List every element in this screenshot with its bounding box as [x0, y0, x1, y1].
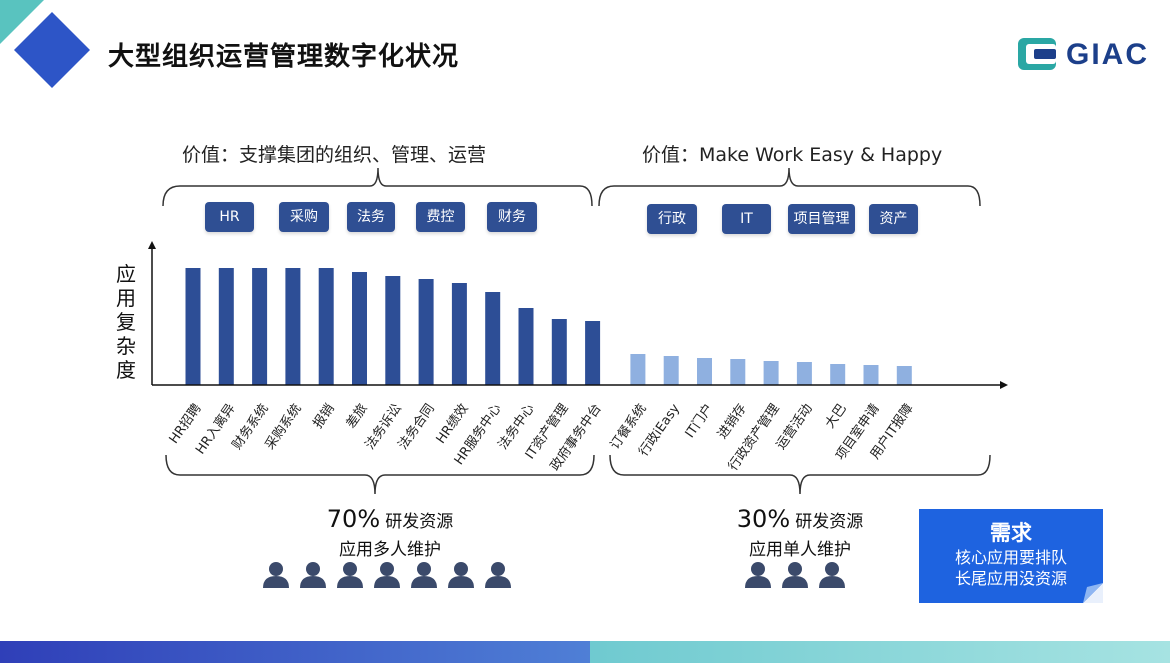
- bar-6: [385, 276, 401, 385]
- tag-procurement: 采购: [279, 202, 329, 232]
- bar-15: [697, 358, 712, 385]
- left-stat: 70% 研发资源: [300, 505, 480, 533]
- right-stat: 30% 研发资源: [710, 505, 890, 533]
- value-right: 价值：Make Work Easy & Happy: [642, 144, 943, 166]
- person-icon: [263, 562, 289, 588]
- bar-2: [252, 268, 268, 385]
- person-icon: [448, 562, 474, 588]
- corner-decoration: [0, 0, 90, 88]
- bar-12: [585, 321, 601, 385]
- bar-18: [796, 362, 812, 385]
- bar-20: [863, 365, 879, 385]
- tag-project: 项目管理: [788, 204, 855, 234]
- value-left: 价值：支撑集团的组织、管理、运营: [182, 144, 487, 166]
- people-group-left: [262, 560, 521, 592]
- footer-bar-right: [590, 641, 1170, 663]
- giac-logo-icon: [1018, 38, 1056, 70]
- person-icon: [300, 562, 326, 588]
- footer-bar-left: [0, 641, 590, 663]
- bar-10: [518, 308, 534, 385]
- left-percent: 70%: [326, 505, 381, 533]
- person-icon: [819, 562, 845, 588]
- x-axis-arrow: [1000, 381, 1008, 389]
- right-percent: 30%: [736, 505, 791, 533]
- need-box: 需求 核心应用要排队 长尾应用没资源: [919, 509, 1103, 603]
- left-maintain-label: 应用多人维护: [339, 540, 441, 560]
- people-group-right: [744, 560, 855, 592]
- person-icon: [374, 562, 400, 588]
- left-resource-label: 研发资源: [385, 512, 454, 532]
- tag-asset: 资产: [869, 204, 918, 234]
- tag-hr: HR: [205, 202, 254, 232]
- bar-16: [730, 359, 746, 385]
- bar-11: [551, 319, 567, 385]
- bar-21: [896, 366, 912, 385]
- tag-admin: 行政: [647, 204, 697, 234]
- bar-19: [830, 364, 846, 385]
- right-resource-label: 研发资源: [795, 512, 864, 532]
- bar-7: [418, 279, 434, 385]
- need-line-1: 核心应用要排队: [954, 548, 1067, 567]
- tag-it: IT: [722, 204, 771, 234]
- tag-legal: 法务: [347, 202, 395, 232]
- person-icon: [782, 562, 808, 588]
- y-axis-arrow: [148, 241, 156, 249]
- bar-1: [218, 268, 234, 385]
- need-box-fold: [1083, 583, 1103, 603]
- person-icon: [485, 562, 511, 588]
- bar-0: [185, 268, 201, 385]
- need-title: 需求: [990, 521, 1032, 545]
- tag-finance: 财务: [487, 202, 537, 232]
- bar-4: [318, 268, 334, 385]
- tag-expense: 费控: [416, 202, 465, 232]
- bar-3: [285, 268, 301, 385]
- bar-13: [630, 354, 646, 385]
- person-icon: [745, 562, 771, 588]
- logo-text: GIAC: [1066, 38, 1149, 71]
- right-maintain-label: 应用单人维护: [749, 540, 851, 560]
- bar-5: [352, 272, 367, 385]
- bar-8: [451, 283, 467, 385]
- y-axis-label: 应用复杂度: [116, 262, 136, 382]
- bar-17: [763, 361, 779, 385]
- person-icon: [337, 562, 363, 588]
- bar-14: [663, 356, 679, 385]
- need-line-2: 长尾应用没资源: [954, 569, 1067, 588]
- bar-9: [485, 292, 501, 385]
- person-icon: [411, 562, 437, 588]
- page-title: 大型组织运营管理数字化状况: [108, 42, 460, 72]
